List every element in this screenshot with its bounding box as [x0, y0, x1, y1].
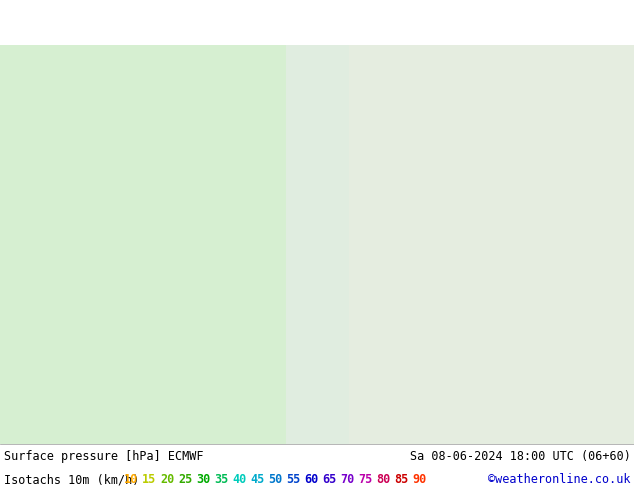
- Text: 25: 25: [178, 473, 192, 487]
- Text: 35: 35: [214, 473, 228, 487]
- Text: 55: 55: [286, 473, 301, 487]
- Text: Surface pressure [hPa] ECMWF: Surface pressure [hPa] ECMWF: [4, 450, 204, 464]
- Text: Sa 08-06-2024 18:00 UTC (06+60): Sa 08-06-2024 18:00 UTC (06+60): [410, 450, 631, 464]
- Text: ©weatheronline.co.uk: ©weatheronline.co.uk: [489, 473, 631, 487]
- Text: 10: 10: [124, 473, 138, 487]
- Text: 45: 45: [250, 473, 264, 487]
- Text: Isotachs 10m (km/h): Isotachs 10m (km/h): [4, 473, 139, 487]
- Text: 30: 30: [196, 473, 210, 487]
- Text: 50: 50: [268, 473, 282, 487]
- Text: 90: 90: [412, 473, 426, 487]
- Text: 75: 75: [358, 473, 372, 487]
- Text: 60: 60: [304, 473, 318, 487]
- Text: 20: 20: [160, 473, 174, 487]
- Text: 85: 85: [394, 473, 408, 487]
- Text: 70: 70: [340, 473, 354, 487]
- Text: 15: 15: [142, 473, 156, 487]
- Text: 40: 40: [232, 473, 246, 487]
- Text: 80: 80: [376, 473, 391, 487]
- Text: 65: 65: [322, 473, 336, 487]
